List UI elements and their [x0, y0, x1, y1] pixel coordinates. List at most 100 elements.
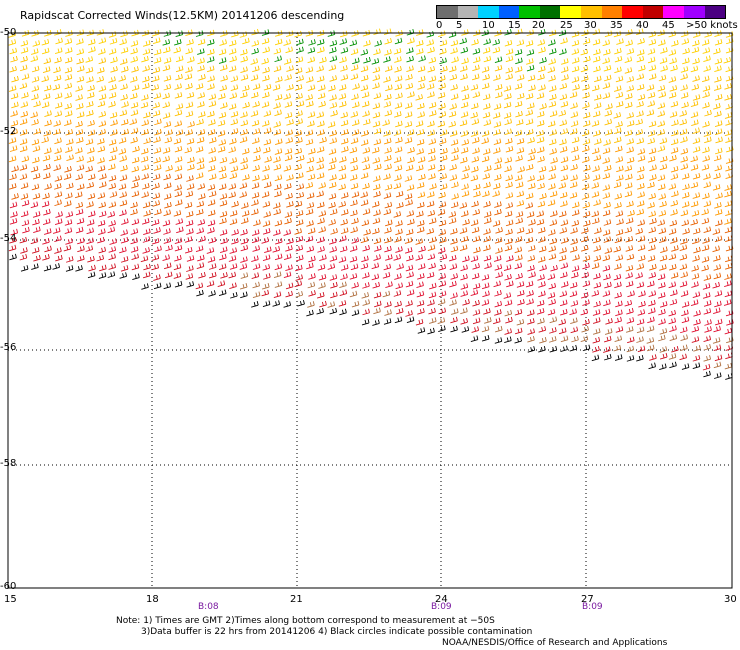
- wind-barb: [252, 174, 260, 182]
- wind-barb: [538, 345, 546, 353]
- wind-barb: [427, 46, 435, 54]
- wind-barb: [670, 138, 679, 146]
- wind-barb: [241, 217, 249, 225]
- wind-barb: [143, 228, 151, 236]
- wind-barb: [481, 130, 490, 137]
- wind-barb: [514, 246, 523, 254]
- wind-barb: [561, 281, 569, 288]
- wind-barb: [373, 92, 382, 100]
- wind-barb: [602, 147, 611, 155]
- wind-barb: [384, 184, 393, 191]
- wind-barb: [669, 85, 678, 92]
- wind-barb: [635, 128, 644, 136]
- wind-barb: [416, 290, 425, 298]
- wind-barb: [362, 272, 370, 279]
- wind-barb: [602, 192, 611, 199]
- wind-barb: [648, 226, 657, 234]
- wind-barb: [703, 335, 712, 343]
- wind-barb: [154, 118, 162, 126]
- wind-barb: [152, 110, 161, 117]
- wind-barb: [383, 130, 391, 137]
- wind-barb: [31, 183, 40, 191]
- wind-barb: [471, 73, 480, 81]
- wind-barb: [305, 208, 314, 216]
- wind-barb: [98, 85, 107, 92]
- wind-barb: [725, 136, 733, 144]
- wind-barb: [372, 102, 381, 110]
- wind-barb: [550, 210, 558, 217]
- wind-barb: [119, 272, 128, 279]
- wind-barb: [350, 137, 359, 145]
- wind-barb: [647, 255, 656, 262]
- wind-barb: [460, 147, 469, 154]
- wind-barb: [229, 138, 237, 145]
- wind-barb: [693, 310, 701, 317]
- color-swatch: [581, 6, 602, 18]
- wind-barb: [526, 290, 534, 297]
- wind-barb: [516, 200, 525, 207]
- wind-barb: [262, 220, 271, 227]
- wind-barb: [339, 38, 348, 45]
- wind-barb: [251, 182, 260, 189]
- wind-barb: [712, 245, 720, 253]
- wind-barb: [197, 219, 206, 226]
- wind-barb: [360, 139, 369, 146]
- wind-barb: [162, 155, 171, 163]
- wind-barb: [559, 146, 568, 153]
- wind-barb: [361, 292, 370, 299]
- wind-barb: [151, 237, 160, 245]
- wind-barb: [64, 119, 72, 127]
- wind-barb: [493, 138, 502, 146]
- wind-barb: [163, 262, 172, 270]
- wind-barb: [384, 301, 392, 308]
- wind-barb: [33, 128, 41, 135]
- wind-barb: [319, 300, 327, 308]
- wind-barb: [569, 281, 578, 289]
- wind-barb: [560, 174, 569, 182]
- wind-barb: [44, 245, 52, 253]
- wind-barb: [626, 355, 635, 362]
- wind-barb: [680, 148, 689, 155]
- wind-barb: [274, 109, 282, 117]
- wind-barb: [536, 111, 545, 118]
- wind-barb: [306, 100, 314, 108]
- wind-barb: [525, 236, 534, 244]
- wind-barb: [195, 245, 204, 252]
- wind-barb: [19, 236, 28, 244]
- wind-barb: [591, 290, 600, 297]
- wind-barb: [560, 219, 569, 226]
- wind-barb: [658, 334, 666, 342]
- wind-barb: [119, 174, 128, 182]
- wind-barb: [547, 273, 556, 281]
- wind-barb: [43, 264, 52, 272]
- wind-barb: [702, 283, 711, 290]
- wind-barb: [624, 67, 633, 74]
- wind-barb: [284, 112, 293, 119]
- wind-barb: [481, 325, 490, 333]
- wind-barb: [306, 192, 315, 200]
- wind-barb: [30, 237, 39, 245]
- wind-barb: [229, 263, 238, 270]
- wind-barb: [319, 56, 327, 64]
- credit-line: NOAA/NESDIS/Office of Research and Appli…: [442, 638, 668, 648]
- wind-barb: [527, 137, 535, 144]
- wind-barb: [206, 280, 215, 287]
- wind-barb: [406, 55, 414, 63]
- wind-barb: [283, 253, 292, 261]
- wind-barb: [285, 192, 293, 200]
- wind-barb: [9, 201, 18, 209]
- wind-barb: [20, 182, 29, 190]
- wind-barb: [648, 147, 657, 155]
- wind-barb: [471, 200, 479, 208]
- wind-barb: [460, 290, 469, 297]
- wind-barb: [197, 183, 206, 190]
- wind-barb: [427, 91, 435, 99]
- wind-barb: [371, 58, 380, 65]
- wind-barb: [659, 254, 668, 262]
- wind-barb: [64, 166, 72, 173]
- wind-barb: [173, 272, 182, 279]
- color-swatch: [663, 6, 684, 18]
- wind-barb: [459, 202, 468, 209]
- wind-barb: [352, 101, 360, 109]
- wind-barb: [163, 57, 172, 64]
